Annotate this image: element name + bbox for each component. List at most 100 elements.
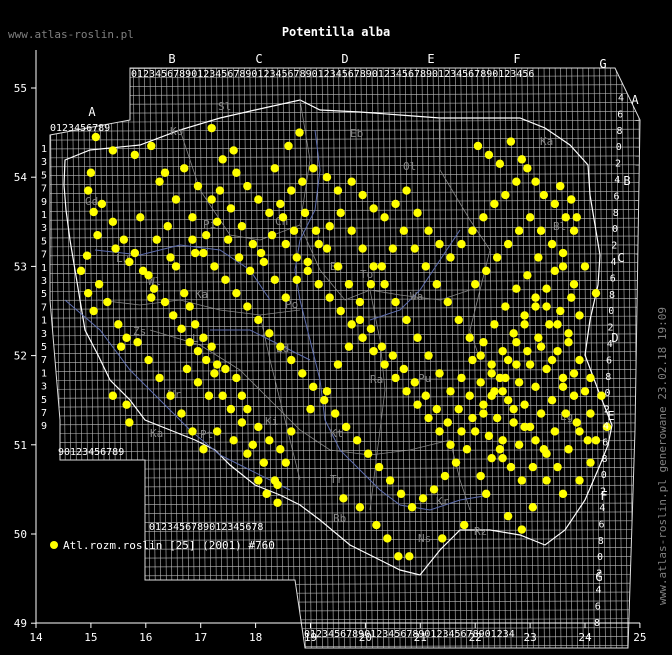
region-label: Ns bbox=[418, 532, 431, 545]
record-point bbox=[558, 248, 568, 258]
record-point bbox=[517, 525, 527, 534]
record-point bbox=[232, 373, 241, 383]
record-point bbox=[591, 436, 601, 445]
record-point bbox=[457, 239, 466, 249]
record-point bbox=[292, 253, 301, 262]
record-point bbox=[320, 396, 329, 405]
record-point bbox=[495, 445, 505, 454]
record-point bbox=[276, 199, 285, 209]
region-label: Ki bbox=[265, 415, 278, 428]
record-point bbox=[451, 458, 461, 467]
record-point bbox=[201, 230, 211, 240]
record-point bbox=[498, 436, 507, 445]
record-point bbox=[160, 168, 170, 177]
record-point bbox=[399, 364, 409, 374]
record-point bbox=[138, 266, 148, 276]
grid-line-vertical bbox=[610, 68, 617, 648]
left-digit: 5 bbox=[41, 289, 47, 300]
record-point bbox=[177, 324, 186, 334]
record-point bbox=[602, 422, 612, 432]
record-point bbox=[207, 342, 216, 351]
grid-line-vertical bbox=[155, 68, 162, 648]
grid-line-horizontal bbox=[50, 333, 640, 337]
grid-line-vertical bbox=[349, 68, 356, 648]
record-points bbox=[76, 123, 612, 561]
record-point bbox=[344, 342, 354, 351]
record-point bbox=[199, 248, 208, 258]
record-point bbox=[380, 213, 389, 222]
record-point bbox=[344, 280, 354, 289]
record-point bbox=[322, 173, 332, 182]
record-point bbox=[509, 418, 518, 427]
record-point bbox=[468, 355, 477, 365]
record-point bbox=[558, 489, 568, 499]
record-point bbox=[490, 320, 499, 329]
record-point bbox=[567, 195, 576, 204]
record-point bbox=[331, 409, 340, 418]
grid-line-horizontal bbox=[50, 422, 640, 426]
region-label: Rz bbox=[474, 525, 487, 538]
record-point bbox=[520, 422, 529, 432]
record-point bbox=[287, 186, 296, 195]
record-point bbox=[188, 235, 197, 244]
record-point bbox=[199, 333, 208, 342]
grid-line-vertical bbox=[565, 68, 573, 648]
record-point bbox=[553, 462, 562, 472]
record-point bbox=[188, 213, 197, 222]
record-point bbox=[185, 338, 194, 347]
zone-letter-right: B bbox=[623, 174, 630, 188]
legend-label: Atl.rozm.roslin [25] (2001) #760 bbox=[63, 539, 275, 552]
record-point bbox=[503, 396, 513, 405]
region-label: Eb bbox=[350, 127, 363, 140]
record-point bbox=[438, 534, 447, 543]
record-point bbox=[322, 387, 332, 396]
region-boundary bbox=[97, 299, 301, 316]
record-point bbox=[133, 338, 142, 347]
record-point bbox=[531, 382, 540, 392]
record-point bbox=[325, 222, 334, 231]
record-point bbox=[188, 427, 197, 436]
record-point bbox=[76, 266, 86, 276]
y-tick-label: 54 bbox=[14, 171, 28, 184]
y-axis-ticks: 55 54 53 52 51 50 49 bbox=[14, 82, 36, 630]
zone-letter-right: F bbox=[600, 489, 607, 503]
region-label: Pu bbox=[418, 372, 431, 385]
x-tick-label: 20 bbox=[359, 631, 372, 644]
grid-line-vertical bbox=[538, 68, 545, 648]
grid-line-vertical bbox=[443, 68, 451, 648]
right-digit: 0 bbox=[612, 224, 618, 235]
record-point bbox=[520, 311, 529, 320]
grid-line-vertical bbox=[354, 68, 362, 648]
left-digit: 5 bbox=[41, 342, 47, 353]
left-digit: 7 bbox=[41, 355, 47, 366]
grid-line-vertical bbox=[560, 68, 567, 648]
grid-line-vertical bbox=[454, 68, 462, 648]
record-point bbox=[377, 262, 387, 271]
record-point bbox=[520, 400, 529, 409]
record-point bbox=[82, 251, 92, 260]
grid-line-vertical bbox=[243, 68, 251, 648]
record-point bbox=[152, 235, 161, 244]
record-point bbox=[309, 164, 318, 173]
region-label: Kt bbox=[330, 427, 343, 440]
record-point bbox=[287, 427, 296, 436]
right-digit: 8 bbox=[605, 372, 611, 383]
grid-line-vertical bbox=[471, 68, 479, 648]
grid-line-vertical bbox=[599, 68, 606, 648]
grid-line-horizontal bbox=[50, 431, 640, 435]
record-point bbox=[399, 226, 409, 235]
record-point bbox=[580, 262, 590, 271]
left-digit: 3 bbox=[41, 382, 47, 393]
right-digit: 8 bbox=[613, 208, 619, 219]
grid-border bbox=[49, 67, 641, 649]
record-point bbox=[556, 306, 565, 316]
sw-digit-strip: 90123456789 bbox=[58, 447, 124, 458]
grid-line-vertical bbox=[232, 68, 240, 648]
record-point bbox=[103, 297, 112, 307]
record-point bbox=[300, 208, 310, 218]
record-point bbox=[487, 453, 496, 463]
x-tick-label: 24 bbox=[578, 631, 592, 644]
record-point bbox=[569, 280, 579, 289]
zone-letter-top: F bbox=[513, 52, 520, 66]
